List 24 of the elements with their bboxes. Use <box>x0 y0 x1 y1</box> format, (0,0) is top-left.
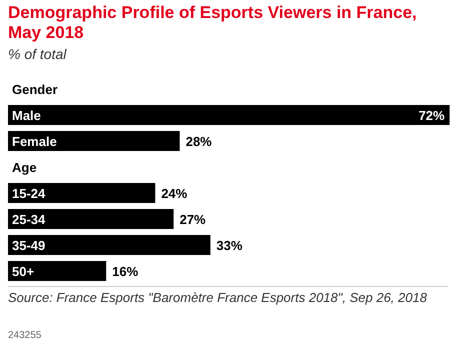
text: 243255 <box>8 330 42 341</box>
chart-subtitle: % of total <box>8 46 66 62</box>
data-label: 28% <box>186 134 212 149</box>
bar <box>8 183 156 203</box>
bar <box>8 105 450 125</box>
y-tick-label: 50+ <box>12 264 34 279</box>
bar <box>8 261 106 281</box>
y-tick-label: Male <box>12 108 41 123</box>
bar <box>8 131 180 151</box>
source-note: Source: France Esports "Baromètre France Esports 2018", Sep 26, 2018 <box>8 286 448 306</box>
bar <box>8 235 210 255</box>
chart-title: Demographic Profile of Esports Viewers in France, May 2018 <box>8 3 418 43</box>
data-label: 33% <box>216 238 243 253</box>
y-tick-label: 25-34 <box>12 212 46 227</box>
data-label: 27% <box>180 212 206 227</box>
y-tick-label: Female <box>12 134 57 149</box>
data-label: 72% <box>418 108 446 123</box>
y-tick-label: 35-49 <box>12 238 46 253</box>
data-label: 24% <box>161 186 188 201</box>
y-tick-label: 15-24 <box>12 186 46 201</box>
bar <box>8 209 174 229</box>
y-tick-label: Gender <box>12 82 58 97</box>
data-label: 16% <box>112 264 139 279</box>
y-tick-label: Age <box>12 160 37 175</box>
